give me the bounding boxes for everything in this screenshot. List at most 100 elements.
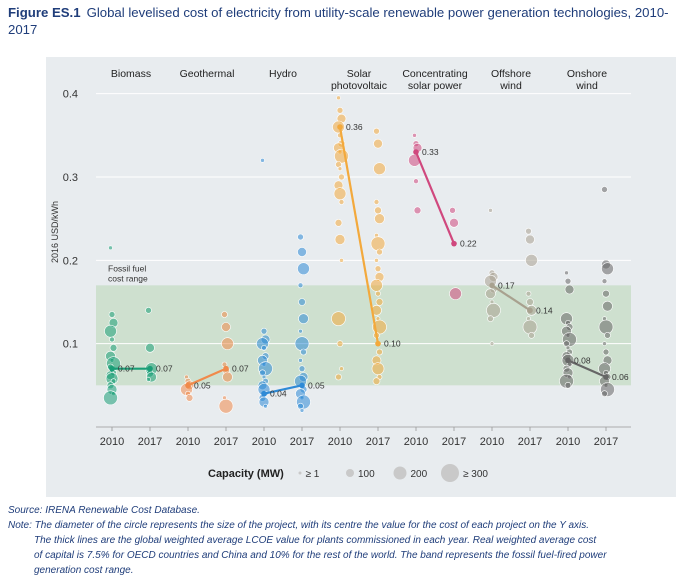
x-tick-label-1-2010: 2010 (176, 436, 200, 448)
category-header-4-0: Concentrating (402, 68, 468, 80)
y-tick-label-1: 0.2 (63, 255, 78, 267)
point-3-2010-10 (337, 166, 343, 171)
point-0-2010-5 (109, 344, 118, 352)
avg-point-6-2017 (603, 374, 609, 380)
point-3-2010-15 (334, 219, 343, 227)
point-5-2017-0 (525, 227, 532, 235)
legend-entry-1: 100 (358, 469, 375, 480)
avg-line-5 (491, 284, 531, 312)
point-6-2010-19 (564, 382, 572, 389)
avg-line-2 (263, 384, 303, 395)
point-1-2017-7 (218, 398, 234, 414)
point-4-2010-0 (412, 133, 417, 138)
point-3-2010-1 (336, 107, 344, 114)
legend-swatch-3 (441, 464, 459, 482)
y-tick-label-0: 0.1 (63, 339, 78, 351)
avg-point-0-2017 (147, 365, 153, 372)
x-tick-label-5-2017: 2017 (518, 436, 542, 448)
avg-label-4-2010: 0.33 (422, 147, 439, 157)
point-2-2017-7 (294, 336, 310, 351)
y-tick-label-2: 0.3 (63, 172, 78, 184)
point-2-2017-4 (298, 298, 306, 306)
point-1-2010-5 (185, 394, 194, 402)
avg-point-4-2010 (413, 149, 419, 155)
x-tick-label-2-2010: 2010 (252, 436, 276, 448)
x-tick-label-1-2017: 2017 (214, 436, 238, 448)
point-3-2017-10 (374, 265, 382, 272)
figure-caption: Global levelised cost of electricity fro… (8, 5, 669, 37)
point-3-2017-4 (374, 206, 382, 215)
point-3-2017-12 (370, 279, 383, 292)
point-1-2017-0 (221, 311, 228, 318)
avg-label-2-2017: 0.05 (308, 380, 325, 390)
x-tick-label-5-2010: 2010 (480, 436, 504, 448)
point-0-2010-4 (109, 336, 115, 343)
point-2-2017-0 (297, 233, 304, 241)
note-line-4: generation cost range. (34, 565, 134, 576)
point-5-2010-0 (488, 208, 493, 213)
point-6-2017-9 (602, 341, 607, 346)
avg-line-3 (338, 126, 380, 344)
point-2-2017-9 (298, 358, 303, 363)
x-tick-label-4-2010: 2010 (404, 436, 428, 448)
point-2-2017-3 (297, 282, 304, 289)
point-6-2010-0 (564, 270, 569, 276)
point-1-2017-2 (221, 337, 234, 350)
point-0-2010-18 (103, 390, 118, 406)
point-2-2010-17 (263, 403, 268, 409)
category-header-6-1: wind (575, 80, 598, 92)
avg-label-5-2017: 0.14 (536, 305, 553, 315)
x-tick-label-6-2010: 2010 (556, 436, 580, 448)
x-tick-label-3-2010: 2010 (328, 436, 352, 448)
point-3-2010-11 (338, 173, 345, 181)
avg-line-4 (414, 151, 456, 245)
point-5-2017-4 (526, 298, 534, 306)
point-2-2017-5 (298, 313, 309, 324)
avg-label-2-2010: 0.04 (270, 389, 287, 399)
point-3-2010-17 (339, 258, 344, 263)
point-3-2010-0 (336, 95, 341, 101)
chart-panel: Fossil fuel cost range 0.1 0.2 0.3 0.4 2016 US… (46, 57, 676, 497)
point-6-2017-3 (601, 278, 608, 284)
category-header-6-0: Onshore (567, 68, 607, 80)
point-2-2017-6 (298, 328, 303, 334)
point-5-2017-1 (525, 234, 535, 245)
avg-point-5-2017 (527, 307, 533, 314)
point-6-2010-1 (564, 277, 572, 285)
point-1-2017-5 (222, 371, 233, 383)
category-header-5-1: wind (499, 80, 522, 92)
avg-label-0-2017: 0.07 (156, 364, 173, 374)
point-3-2017-13 (375, 290, 381, 297)
avg-point-0-2010 (109, 365, 115, 372)
point-1-2017-1 (221, 322, 231, 332)
point-5-2010-10 (489, 341, 495, 346)
point-5-2017-8 (528, 332, 535, 339)
point-3-2017-22 (371, 362, 385, 375)
point-2-2017-2 (297, 262, 310, 275)
point-5-2017-7 (522, 319, 538, 335)
point-6-2017-18 (601, 390, 608, 397)
point-6-2017-10 (602, 348, 610, 356)
avg-line-6 (567, 359, 607, 379)
note-line-2: The thick lines are the global weighted … (34, 535, 597, 546)
point-3-2017-1 (373, 138, 383, 149)
point-2-2010-4 (261, 345, 267, 351)
avg-point-1-2017 (223, 365, 229, 372)
point-6-2017-5 (602, 300, 613, 312)
category-header-3-0: Solar (347, 68, 372, 80)
legend-title: Capacity (MW) (208, 468, 284, 480)
avg-label-1-2010: 0.05 (194, 380, 211, 390)
legend-swatch-2 (393, 466, 407, 480)
category-header-0-0: Biomass (111, 68, 151, 80)
avg-label-3-2010: 0.36 (346, 122, 363, 132)
point-0-2017-0 (145, 307, 152, 314)
y-tick-label-3: 0.4 (63, 89, 78, 101)
point-3-2017-20 (376, 348, 383, 356)
point-3-2010-16 (334, 234, 346, 245)
point-3-2017-5 (374, 213, 385, 224)
avg-point-1-2010 (185, 382, 191, 389)
point-6-2010-2 (564, 284, 575, 295)
note-line-1: Note: The diameter of the circle represe… (8, 520, 590, 531)
category-header-3-1: photovoltaic (331, 80, 387, 92)
